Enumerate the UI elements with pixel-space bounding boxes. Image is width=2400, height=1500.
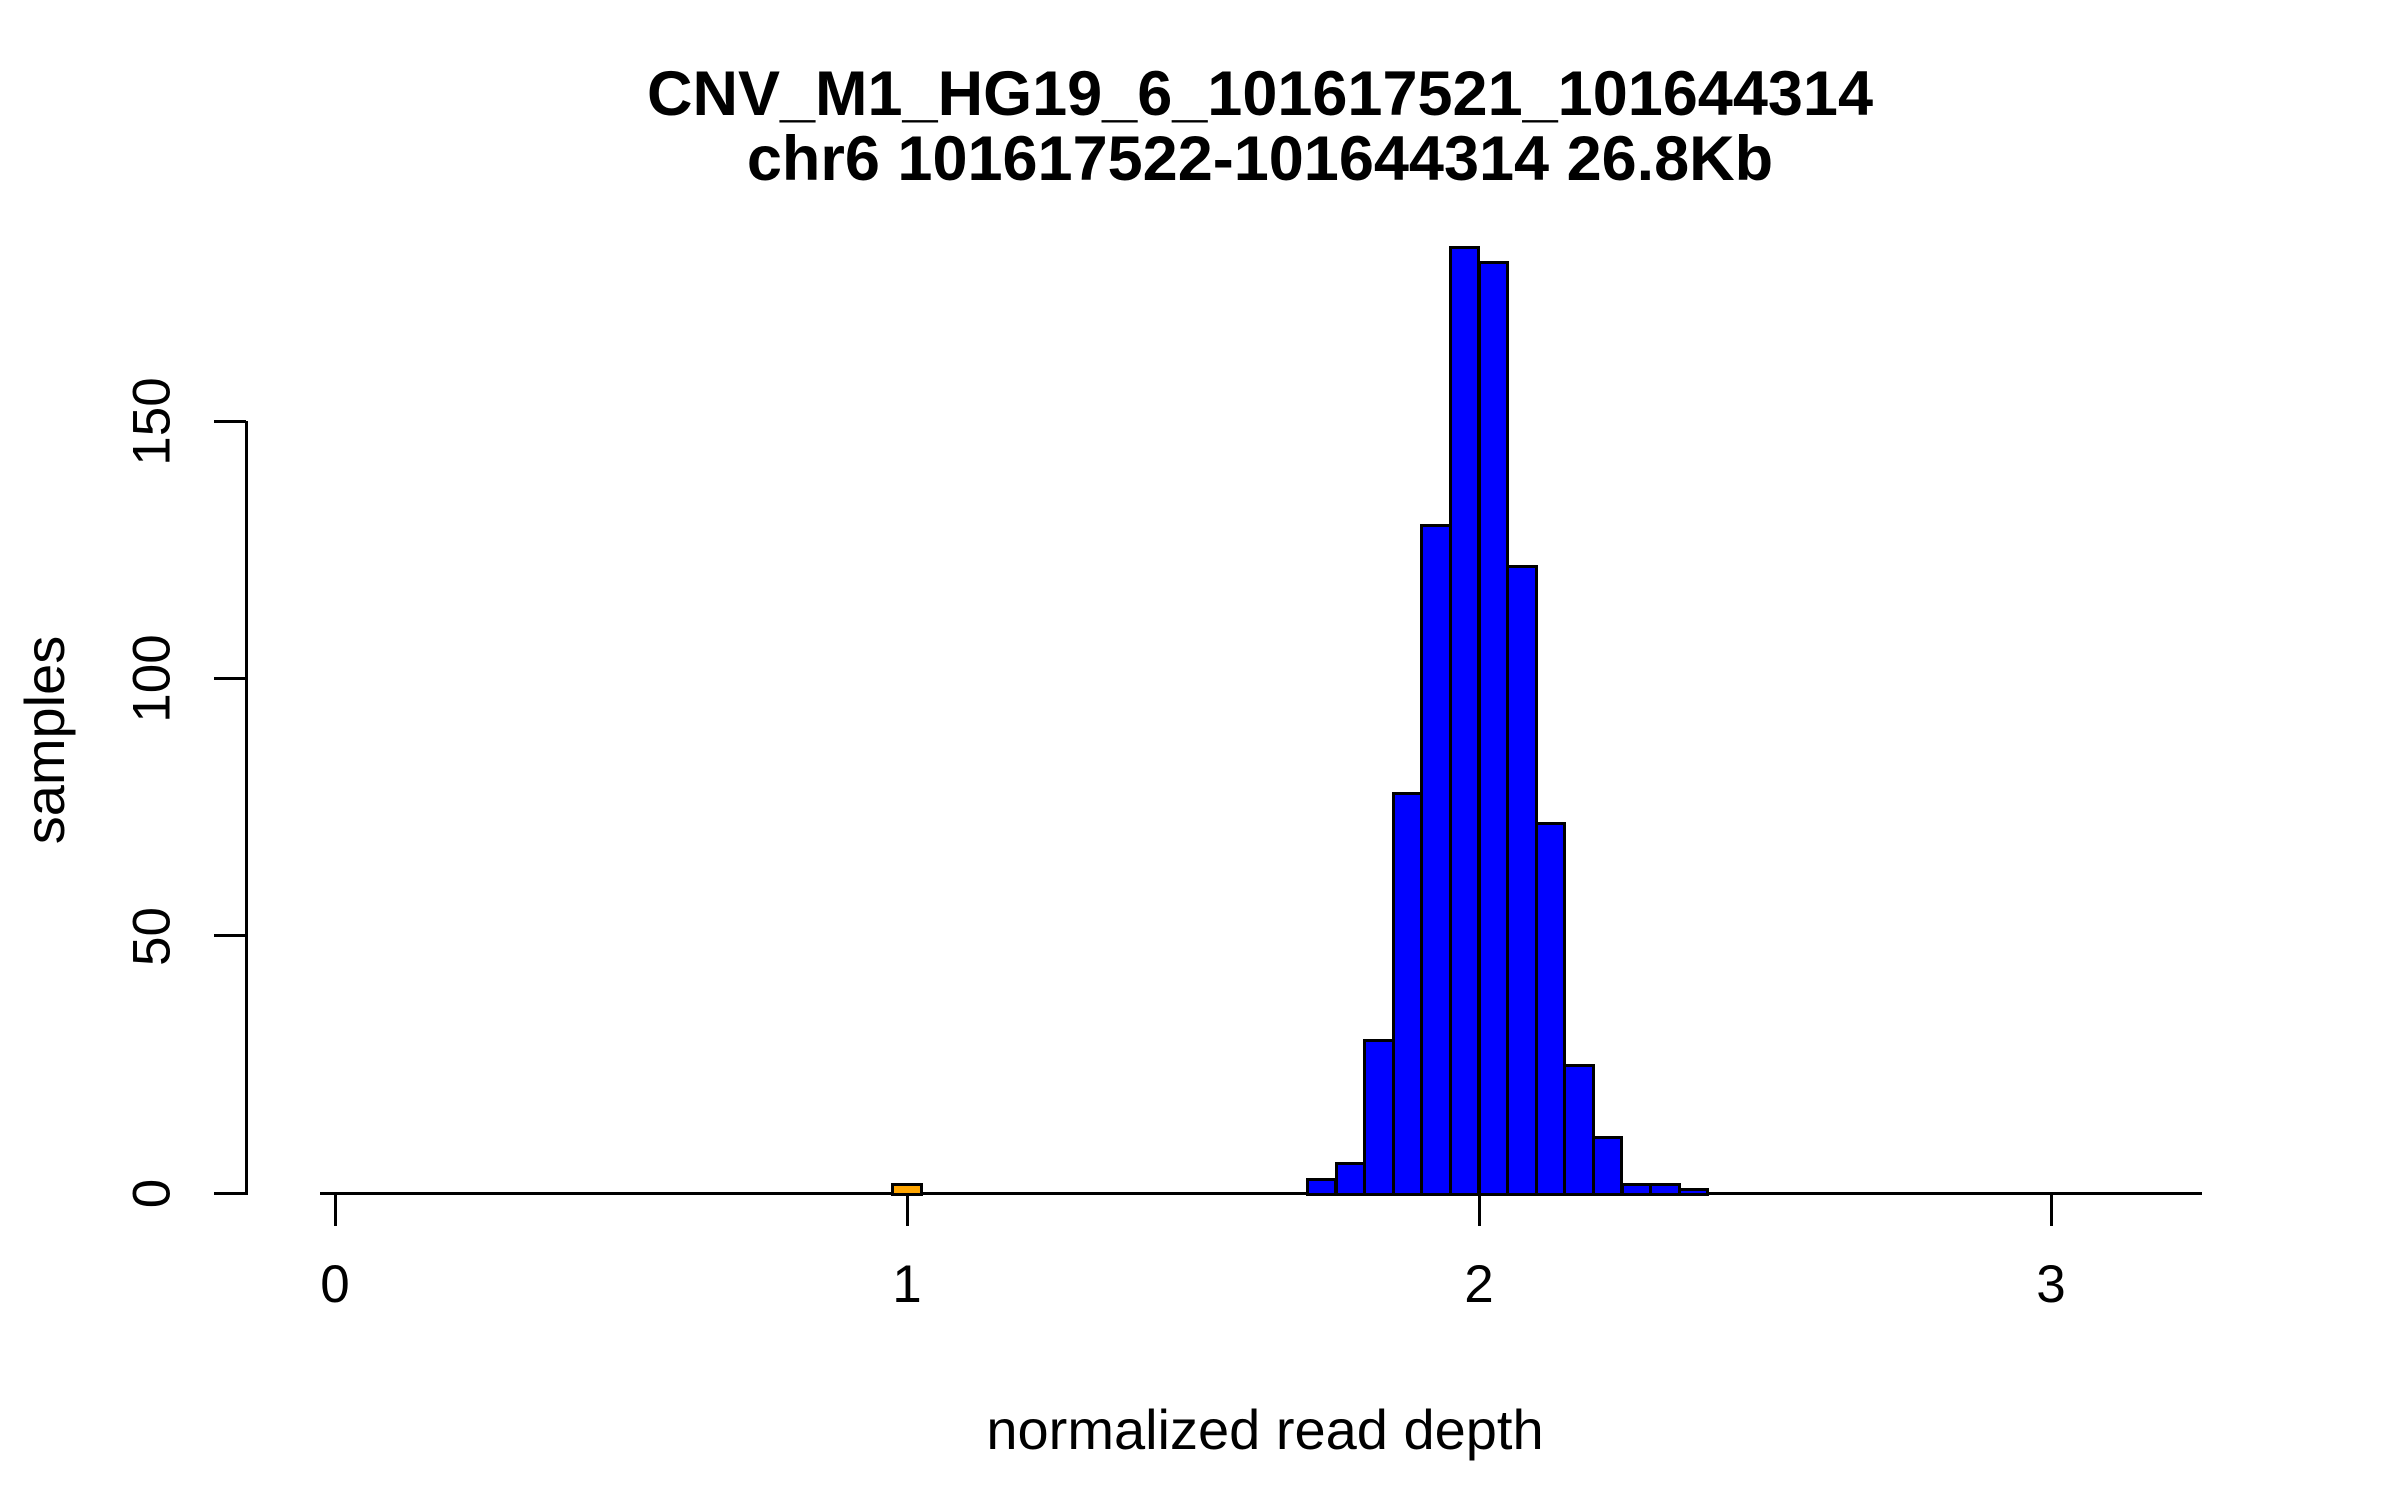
x-tick-label: 1 <box>892 1255 922 1314</box>
y-axis-line <box>244 421 248 1195</box>
x-tick <box>905 1193 909 1226</box>
histogram-bar <box>1334 1162 1367 1196</box>
x-tick-label: 2 <box>1464 1255 1494 1314</box>
x-axis-line <box>320 1191 2202 1195</box>
x-tick <box>2049 1193 2053 1226</box>
histogram-bar <box>1591 1136 1624 1196</box>
histogram-bar <box>1677 1187 1710 1196</box>
histogram-bar <box>1506 565 1538 1196</box>
y-tick <box>214 419 246 423</box>
y-tick-label: 50 <box>122 906 182 966</box>
y-axis-title: samples <box>13 635 76 845</box>
histogram-bar <box>1477 261 1510 1196</box>
y-tick-label: 0 <box>122 1178 182 1209</box>
histogram-bar <box>1305 1177 1338 1196</box>
y-tick-label: 100 <box>122 634 182 724</box>
histogram-bar <box>1649 1182 1681 1196</box>
y-tick-label: 150 <box>122 377 182 466</box>
chart-title: CNV_M1_HG19_6_101617521_101644314 chr6 1… <box>260 62 2260 192</box>
histogram-bar <box>1534 822 1567 1196</box>
x-tick-label: 3 <box>2036 1255 2066 1314</box>
x-tick <box>1477 1193 1481 1226</box>
x-tick <box>333 1193 337 1226</box>
histogram-bar <box>1620 1182 1653 1196</box>
highlight-bar <box>891 1182 923 1196</box>
y-tick <box>214 676 246 680</box>
y-tick <box>214 934 246 938</box>
histogram-bar <box>1420 523 1452 1196</box>
chart-title-line2: chr6 101617522-101644314 26.8Kb <box>746 124 1774 194</box>
y-tick <box>214 1191 246 1195</box>
histogram-bar <box>1363 1038 1395 1196</box>
histogram-bar <box>1391 791 1424 1196</box>
chart-title-line1: CNV_M1_HG19_6_101617521_101644314 <box>646 59 1873 129</box>
x-tick-label: 0 <box>320 1255 350 1314</box>
histogram-bar <box>1563 1064 1595 1196</box>
x-axis-title: normalized read depth <box>986 1398 1544 1461</box>
histogram-bar <box>1448 246 1481 1196</box>
